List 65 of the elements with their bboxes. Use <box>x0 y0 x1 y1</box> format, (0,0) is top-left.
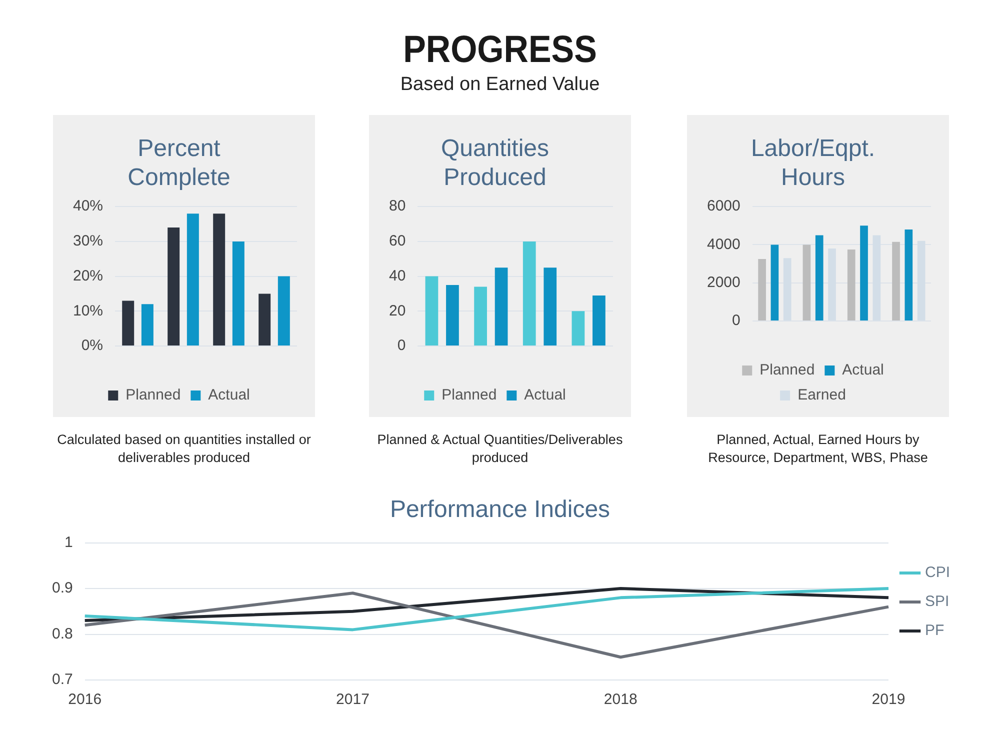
y-tick-label: 4000 <box>706 236 740 253</box>
x-tick-label: 2017 <box>336 691 370 708</box>
y-tick-label: 80 <box>388 198 406 215</box>
y-tick-label: 0.9 <box>52 580 73 597</box>
y-tick-label: 10% <box>72 302 104 320</box>
y-tick-label: 0.8 <box>52 625 73 642</box>
y-tick-label: 6000 <box>706 198 740 215</box>
bar <box>815 235 824 320</box>
legend-label: Actual <box>842 362 884 379</box>
bar <box>572 311 585 346</box>
y-tick-label: 20 <box>388 302 406 320</box>
bar <box>592 295 606 346</box>
legend-label: CPI <box>924 564 950 582</box>
y-tick-label: 40 <box>388 267 406 284</box>
bar <box>494 268 508 346</box>
y-tick-label: 0 <box>732 312 740 330</box>
legend-label: Actual <box>208 386 250 404</box>
legend-label: PF <box>924 622 944 640</box>
bar <box>122 300 134 346</box>
text: PROGRESS <box>402 28 598 72</box>
chart-title: Labor/Eqpt. Hours <box>750 135 876 191</box>
bar <box>168 228 180 346</box>
bar <box>892 242 900 320</box>
text: Planned, Actual, Earned Hours by Resource, Department, WBS, Phase <box>707 431 929 467</box>
chart-title: Percent Complete <box>128 135 230 191</box>
chart-title: Performance Indices <box>390 496 610 524</box>
x-tick-label: 2019 <box>872 691 906 708</box>
bar <box>258 294 271 346</box>
chart-title: Quantities Produced <box>440 135 550 191</box>
bar <box>141 304 154 346</box>
y-tick-label: 30% <box>72 232 104 250</box>
bar <box>802 244 811 320</box>
y-tick-label: 20% <box>72 267 104 284</box>
legend-label: Planned <box>442 386 497 404</box>
y-tick-label: 0.7 <box>52 671 73 688</box>
bar <box>446 285 459 346</box>
y-tick-label: 0% <box>81 337 104 354</box>
bar <box>904 229 913 320</box>
text: Planned & Actual Quantities/Deliverables produced <box>376 431 624 467</box>
y-tick-label: 60 <box>388 232 406 250</box>
bar <box>186 214 199 346</box>
bar <box>213 214 226 346</box>
y-tick-label: 2000 <box>706 274 740 292</box>
y-tick-label: 1 <box>64 534 73 551</box>
legend-label: Actual <box>524 386 566 404</box>
bar <box>232 241 244 346</box>
bar <box>758 259 766 320</box>
legend-label: SPI <box>924 593 950 610</box>
bar <box>425 276 438 346</box>
x-tick-label: 2018 <box>604 691 638 708</box>
bar <box>544 268 557 346</box>
bar <box>522 241 536 346</box>
legend-label: Earned <box>798 386 846 404</box>
bar <box>860 226 868 320</box>
legend-label: Planned <box>126 386 181 404</box>
bar <box>474 286 487 346</box>
bar <box>847 250 856 320</box>
text: Based on Earned Value <box>399 74 601 96</box>
text: Calculated based on quantities installed or deliverables produced <box>56 431 312 467</box>
y-tick-label: 40% <box>72 198 104 215</box>
x-tick-label: 2016 <box>68 691 102 708</box>
y-tick-label: 0 <box>397 337 406 354</box>
bar <box>770 244 779 320</box>
bar <box>278 276 290 346</box>
legend-label: Planned <box>760 362 815 379</box>
